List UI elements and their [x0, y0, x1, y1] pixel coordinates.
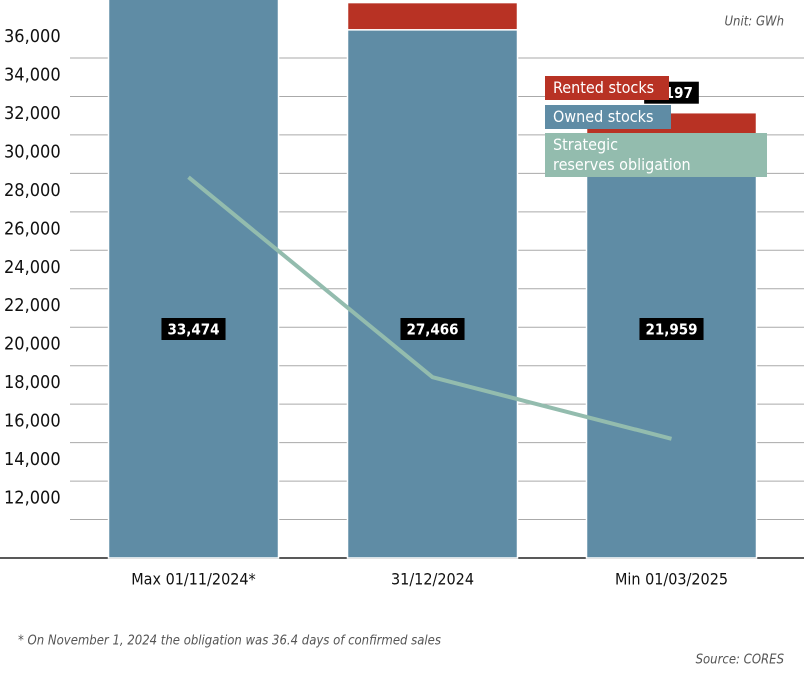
data-label: 33,474: [161, 318, 226, 340]
y-tick-label: 28,000: [4, 180, 61, 201]
bar-segment: [107, 0, 280, 559]
footnote: * On November 1, 2024 the obligation was…: [18, 634, 441, 649]
data-label-text: 21,959: [645, 321, 697, 339]
data-label-bg: [400, 318, 465, 340]
y-tick-label: 16,000: [4, 411, 61, 432]
y-tick-label: 30,000: [4, 141, 61, 162]
legend-item: Owned stocks: [545, 105, 671, 129]
y-tick-label: 20,000: [4, 334, 61, 355]
data-label: 27,466: [400, 318, 465, 340]
y-tick-label: 24,000: [4, 257, 61, 278]
data-label-text: 33,474: [167, 321, 219, 339]
source: Source: CORES: [696, 653, 785, 668]
bar-segment: [346, 29, 519, 559]
y-tick-label: 36,000: [4, 26, 61, 47]
y-tick-label: 18,000: [4, 372, 61, 393]
y-tick-label: 26,000: [4, 218, 61, 239]
y-tick-label: 22,000: [4, 295, 61, 316]
data-label-bg: [161, 318, 226, 340]
x-tick-label: 31/12/2024: [391, 570, 474, 589]
y-tick-label: 34,000: [4, 64, 61, 85]
bar-segment: [346, 1, 519, 31]
data-label-bg: [639, 318, 704, 340]
unit: Unit: GWh: [724, 15, 784, 30]
y-tick-label: 32,000: [4, 103, 61, 124]
x-tick-label: Min 01/03/2025: [615, 570, 728, 589]
data-label-text: 27,466: [406, 321, 458, 339]
line-series: [187, 175, 672, 441]
data-label: 21,959: [639, 318, 704, 340]
bar-segment: [585, 134, 758, 559]
y-tick-label: 12,000: [4, 488, 61, 509]
legend-item: Rented stocks: [545, 76, 669, 100]
y-tick-label: 14,000: [4, 449, 61, 470]
x-tick-label: Max 01/11/2024*: [131, 570, 255, 589]
legend-item: Strategic reserves obligation: [545, 133, 767, 177]
